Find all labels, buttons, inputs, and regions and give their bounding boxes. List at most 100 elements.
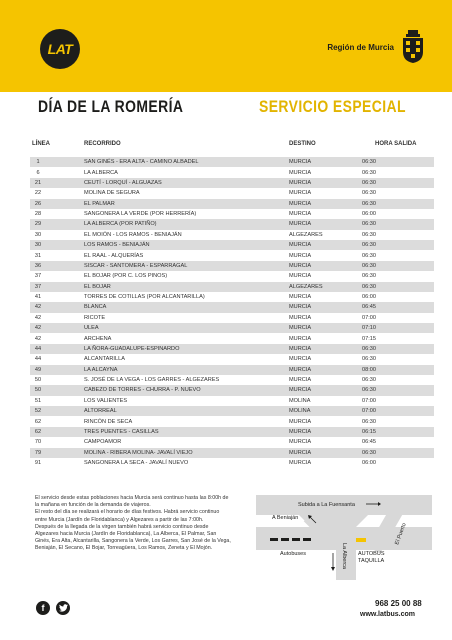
route-description: Los Valientes	[84, 397, 128, 404]
route-line-number: 21	[34, 179, 42, 186]
route-line-number: 42	[34, 325, 42, 332]
table-row: 21 Ceutí - Lorquí - Alguazas Murcia 06:30	[30, 177, 434, 189]
region-name: Región de Murcia	[327, 42, 394, 52]
route-description: Archena	[84, 335, 112, 342]
table-row: 42 Ulea Murcia 07:10	[30, 323, 434, 334]
route-departure-time: 07:00	[362, 408, 376, 415]
table-row: 30 Los Ramos - Beniaján Murcia 06:30	[30, 240, 434, 251]
schedule-table: 1 San Ginés - Era Alta - Camino Albadel Mu…	[30, 157, 434, 468]
route-description: Los Ramos - Beniaján	[84, 242, 150, 249]
table-row: 62 Tres Puentes - Casillas Murcia 06:15	[30, 426, 434, 438]
location-map: Subida a La Fuensanta A Beniaján Autobus…	[256, 495, 432, 580]
route-departure-time: 06:30	[362, 273, 376, 280]
map-label-subida: Subida a La Fuensanta	[298, 502, 356, 508]
table-row: 44 La Ñora-Guadalupe-Espinardo Murcia 06:30	[30, 343, 434, 355]
route-destination: Murcia	[289, 304, 312, 311]
header-bar: LAT Región de Murcia	[0, 0, 452, 92]
route-description: Ricote	[84, 314, 106, 321]
route-description: Ceutí - Lorquí - Alguazas	[84, 179, 162, 186]
route-line-number: 62	[34, 428, 42, 435]
route-destination: Murcia	[289, 242, 312, 249]
info-paragraph: Después de la llegada de la virgen tambi…	[35, 523, 231, 552]
route-destination: Murcia	[289, 377, 312, 384]
route-departure-time: 06:30	[362, 345, 376, 352]
route-description: Siscar - Santomera - Esparragal	[84, 262, 188, 269]
route-destination: Murcia	[289, 211, 312, 218]
route-departure-time: 06:30	[362, 262, 376, 269]
route-line-number: 42	[34, 314, 42, 321]
table-row: 79 Molina - Ribera Molina- Javalí Viejo Mu…	[30, 447, 434, 458]
route-destination: Murcia	[289, 314, 312, 321]
table-row: 6 La Alberca Murcia 06:30	[30, 167, 434, 177]
route-destination: Murcia	[289, 221, 312, 228]
route-departure-time: 06:00	[362, 294, 376, 301]
route-line-number: 70	[34, 439, 42, 446]
route-departure-time: 06:30	[362, 418, 376, 425]
route-departure-time: 06:00	[362, 460, 376, 467]
info-paragraph: El servicio desde estas poblaciones haci…	[35, 495, 229, 509]
route-destination: Murcia	[289, 428, 312, 435]
col-header-destino: DESTINO	[289, 141, 316, 147]
facebook-icon[interactable]: f	[36, 601, 50, 615]
map-label-autobuses: Autobuses	[280, 551, 306, 557]
route-destination: Murcia	[289, 449, 312, 456]
route-departure-time: 06:30	[362, 283, 376, 290]
route-destination: Murcia	[289, 169, 312, 176]
route-departure-time: 07:00	[362, 397, 376, 404]
table-row: 29 La Alberca (por Patiño) Murcia 06:30	[30, 219, 434, 230]
route-departure-time: 06:30	[362, 169, 376, 176]
route-departure-time: 06:30	[362, 377, 376, 384]
route-line-number: 51	[34, 397, 42, 404]
route-departure-time: 06:30	[362, 190, 376, 197]
route-description: El Bojar	[84, 283, 111, 290]
route-destination: Murcia	[289, 387, 312, 394]
route-destination: Murcia	[289, 356, 312, 363]
table-row: 1 San Ginés - Era Alta - Camino Albadel Mu…	[30, 157, 434, 168]
route-line-number: 6	[36, 169, 40, 176]
route-destination: Molina	[289, 397, 311, 404]
twitter-icon[interactable]	[56, 601, 70, 615]
table-row: 51 Los Valientes Molina 07:00	[30, 396, 434, 406]
table-row: 49 La Alcayna Murcia 08:00	[30, 364, 434, 375]
route-description: Cabezo de Torres - Churra - P. Nuevo	[84, 387, 201, 394]
route-destination: Murcia	[289, 418, 312, 425]
route-description: El Raal - Alquerías	[84, 252, 144, 259]
route-description: Sangonera la Verde (por Herrería)	[84, 211, 197, 218]
col-header-recorrido: RECORRIDO	[84, 141, 121, 147]
route-line-number: 31	[34, 252, 42, 259]
route-departure-time: 06:30	[362, 242, 376, 249]
route-departure-time: 06:30	[362, 356, 376, 363]
table-row: 37 El Bojar Algezares 06:30	[30, 281, 434, 292]
route-destination: Molina	[289, 408, 311, 415]
route-departure-time: 08:00	[362, 366, 376, 373]
route-departure-time: 06:30	[362, 179, 376, 186]
table-row: 22 Molina de Segura Murcia 06:30	[30, 188, 434, 198]
route-description: Blanca	[84, 304, 107, 311]
route-destination: Murcia	[289, 262, 312, 269]
website-link[interactable]: www.latbus.com	[360, 611, 415, 618]
region-crest-icon	[403, 30, 423, 63]
map-label-alberca: La Alberca	[341, 543, 347, 570]
map-label-taquilla: TAQUILLA	[358, 558, 385, 564]
route-description: Torres de Cotillas (por Alcantarilla)	[84, 294, 205, 301]
route-departure-time: 06:30	[362, 200, 376, 207]
table-row: 52 Altorreal Molina 07:00	[30, 406, 434, 417]
table-row: 42 Archena Murcia 07:15	[30, 333, 434, 343]
table-row: 50 Cabezo de Torres - Churra - P. Nuevo Mu…	[30, 385, 434, 396]
table-row: 37 El Bojar (por C. Los Pinos) Murcia 06:30	[30, 271, 434, 281]
route-departure-time: 06:30	[362, 221, 376, 228]
page-subtitle: SERVICIO ESPECIAL	[259, 97, 406, 116]
route-line-number: 30	[34, 231, 42, 238]
route-description: La Ñora-Guadalupe-Espinardo	[84, 345, 180, 352]
route-departure-time: 06:30	[362, 449, 376, 456]
route-description: El Moión - Los Ramos - Beniaján	[84, 231, 182, 238]
route-description: Alcantarilla	[84, 356, 125, 363]
route-departure-time: 07:00	[362, 314, 376, 321]
info-paragraph: El resto del día se realizará el horario…	[35, 509, 220, 523]
route-destination: Murcia	[289, 159, 312, 166]
table-row: 41 Torres de Cotillas (por Alcantarilla) M…	[30, 292, 434, 302]
route-departure-time: 06:30	[362, 231, 376, 238]
route-departure-time: 06:15	[362, 428, 376, 435]
route-destination: Algezares	[289, 231, 323, 238]
route-destination: Murcia	[289, 252, 312, 259]
